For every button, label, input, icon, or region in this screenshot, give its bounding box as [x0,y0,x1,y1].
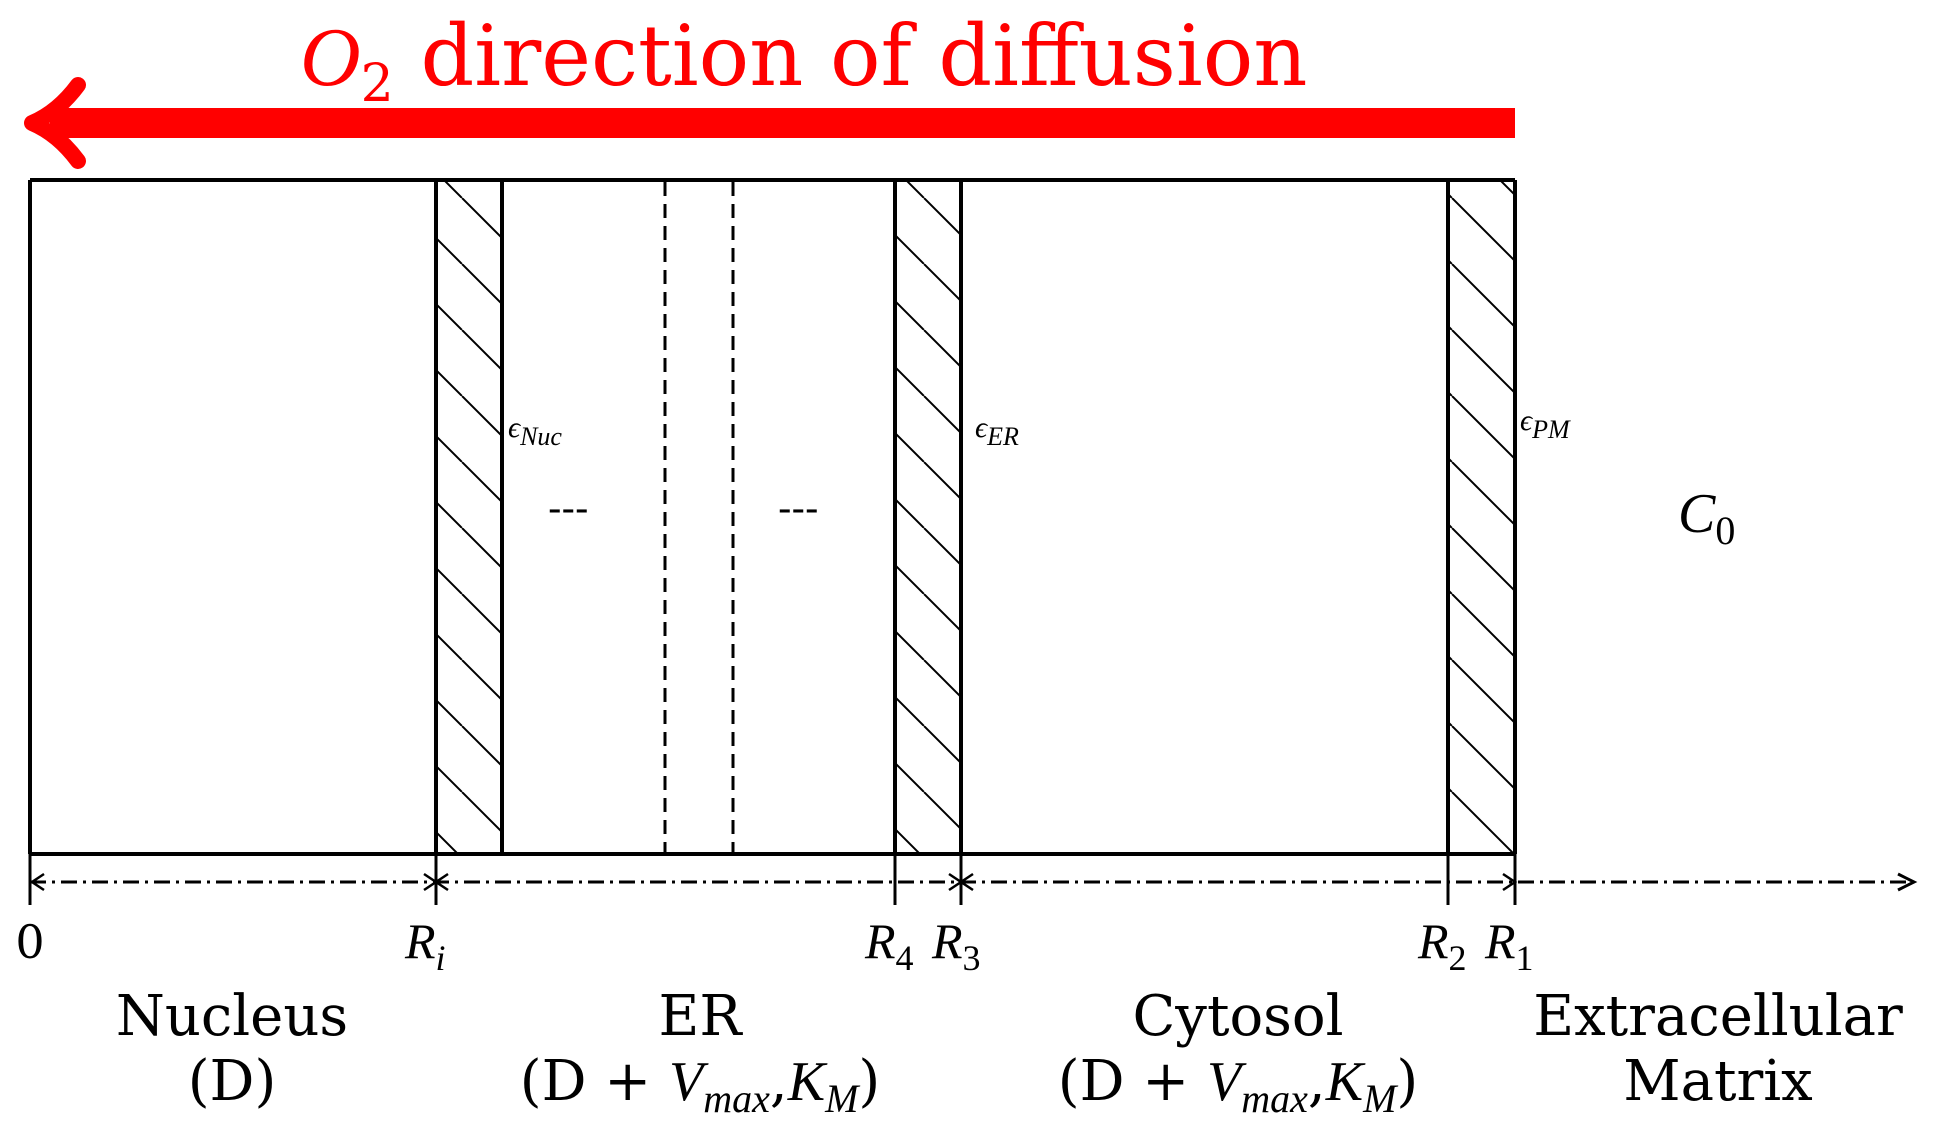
tick-label-r3: R3 [931,913,981,978]
radial-axis [28,854,1918,905]
er-membrane [893,180,963,854]
region-cytosol-name: Cytosol [1132,984,1343,1049]
nuclear-membrane [434,180,504,854]
region-er-name: ER [658,984,743,1049]
region-extracellular-detail: Matrix [1623,1049,1813,1114]
tick-label-r2: R2 [1417,913,1467,978]
tick-label-ri: Ri [404,913,446,978]
diffusion-arrow [24,77,1515,169]
er-internal-dashed-lines [663,182,735,852]
plasma-membrane [1446,180,1517,854]
cell-domain [28,178,1517,856]
epsilon-nuc-label: ϵNuc [508,411,562,451]
ellipsis-left: --- [548,486,589,532]
tick-label-r4: R4 [864,913,914,978]
epsilon-pm-label: ϵPM [1520,404,1571,444]
region-nucleus-name: Nucleus [116,984,348,1049]
diffusion-title: O2 direction of diffusion [300,7,1307,114]
region-cytosol-detail: (D + Vmax,KM) [1058,1049,1419,1121]
region-er-detail: (D + Vmax,KM) [520,1049,881,1121]
tick-label-r1: R1 [1484,913,1534,978]
region-extracellular-name: Extracellular [1533,984,1903,1049]
region-nucleus-detail: (D) [188,1049,277,1114]
epsilon-er-label: ϵER [975,411,1019,451]
c0-label: C0 [1678,483,1735,553]
tick-label-0: 0 [15,915,44,969]
ellipsis-right: --- [778,486,819,532]
